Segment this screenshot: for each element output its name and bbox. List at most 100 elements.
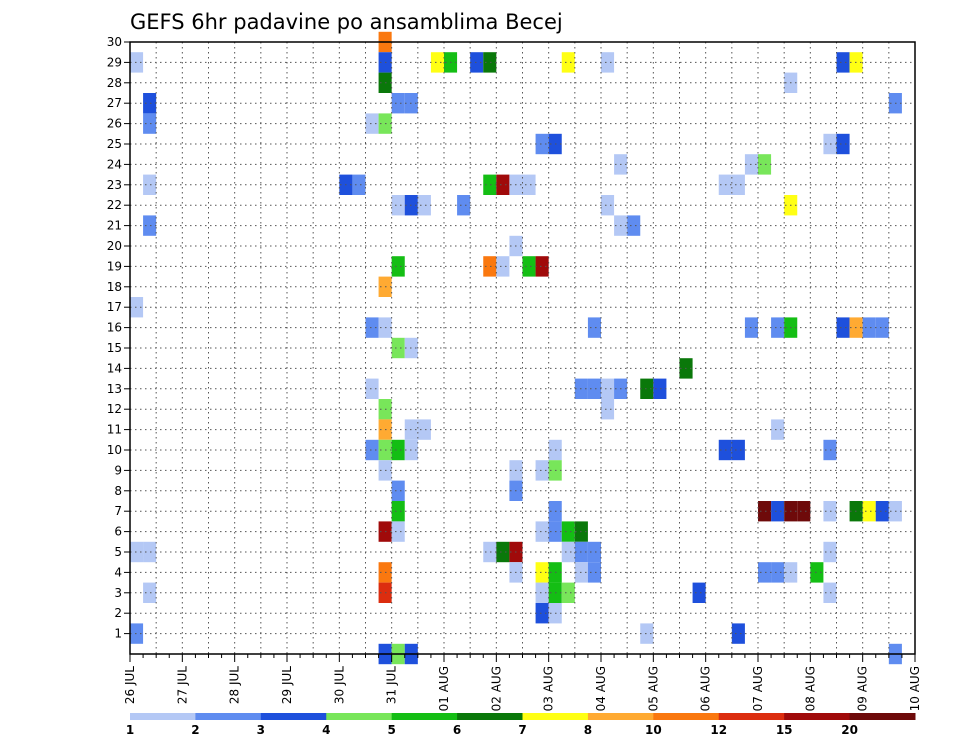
y-tick-label: 28	[107, 76, 122, 90]
colorbar-label: 10	[645, 723, 662, 737]
colorbar-label: 12	[710, 723, 727, 737]
y-tick-label: 2	[114, 606, 122, 620]
heatmap-cell	[483, 541, 497, 563]
y-tick-label: 30	[107, 35, 122, 49]
heatmap-cell	[771, 419, 785, 440]
colorbar-swatch	[849, 713, 916, 720]
colorbar-swatch	[130, 713, 196, 720]
y-tick-label: 3	[114, 586, 122, 600]
y-tick-label: 16	[107, 321, 122, 335]
heatmap-cell	[561, 582, 575, 603]
heatmap-cell	[130, 541, 144, 563]
y-tick-label: 19	[107, 259, 122, 273]
heatmap-cell	[535, 460, 549, 481]
x-tick-label: 06 AUG	[699, 666, 713, 711]
y-axis: 1234567891011121314151617181920212223242…	[107, 35, 130, 641]
heatmap-cell	[391, 93, 405, 114]
heatmap-cell	[875, 501, 889, 522]
colorbar-label: 1	[126, 723, 134, 737]
y-tick-label: 21	[107, 219, 122, 233]
heatmap-cell	[771, 562, 785, 583]
y-tick-label: 4	[114, 565, 122, 579]
chart-title: GEFS 6hr padavine po ansamblima Becej	[130, 10, 563, 34]
x-tick-label: 03 AUG	[542, 666, 556, 711]
colorbar-swatch	[718, 713, 785, 720]
heatmap-cell	[823, 439, 837, 461]
heatmap-cell	[143, 215, 157, 236]
y-tick-label: 7	[114, 504, 122, 518]
heatmap-cell	[417, 419, 431, 440]
heatmap-cell	[823, 133, 837, 155]
x-tick-label: 01 AUG	[437, 666, 451, 711]
y-tick-label: 5	[114, 545, 122, 559]
y-tick-label: 11	[107, 423, 122, 437]
x-tick-label: 31 JUL	[385, 666, 399, 704]
heatmap-cell	[470, 52, 484, 73]
heatmap-cell	[640, 378, 654, 399]
heatmap-cell	[535, 582, 549, 603]
y-tick-label: 25	[107, 137, 122, 151]
grid-lines	[130, 41, 915, 654]
heatmap-cell	[836, 317, 850, 338]
heatmap-cell	[496, 256, 510, 277]
heatmap-cell	[352, 174, 366, 195]
heatmap-cell	[836, 52, 850, 73]
heatmap-cell	[758, 501, 772, 522]
heatmap-cell	[391, 439, 405, 461]
x-tick-label: 08 AUG	[803, 666, 817, 711]
heatmap-cell	[561, 52, 575, 73]
x-tick-label: 09 AUG	[856, 666, 870, 711]
heatmap-cell	[417, 195, 431, 216]
heatmap-cell	[862, 501, 876, 522]
heatmap-cell	[561, 541, 575, 563]
heatmap-cell	[391, 337, 405, 359]
heatmap-cell	[143, 93, 157, 114]
heatmap-cell	[496, 174, 510, 195]
x-tick-label: 27 JUL	[175, 666, 189, 704]
heatmap-cells	[130, 31, 902, 665]
y-tick-label: 20	[107, 239, 122, 253]
y-tick-label: 9	[114, 463, 122, 477]
heatmap-cell	[535, 603, 549, 624]
heatmap-cell	[483, 52, 497, 73]
heatmap-cell	[797, 501, 811, 522]
x-tick-label: 29 JUL	[280, 666, 294, 704]
y-tick-label: 12	[107, 402, 122, 416]
colorbar-label: 8	[584, 723, 592, 737]
colorbar-label: 3	[257, 723, 265, 737]
y-tick-label: 22	[107, 198, 122, 212]
colorbar-swatch	[457, 713, 523, 720]
y-tick-label: 18	[107, 280, 122, 294]
heatmap-cell	[535, 521, 549, 542]
heatmap-cell	[391, 501, 405, 522]
heatmap-cell	[601, 399, 615, 420]
colorbar-swatch	[784, 713, 851, 720]
x-tick-label: 04 AUG	[594, 666, 608, 711]
heatmap-cell	[587, 541, 601, 563]
heatmap-cell	[365, 439, 379, 461]
heatmap-cell	[653, 378, 667, 399]
colorbar-label: 2	[191, 723, 199, 737]
y-tick-label: 15	[107, 341, 122, 355]
y-tick-label: 24	[107, 157, 122, 171]
y-tick-label: 23	[107, 178, 122, 192]
heatmap-cell	[836, 133, 850, 155]
y-tick-label: 26	[107, 117, 122, 131]
heatmap-cell	[143, 541, 157, 563]
heatmap-cell	[731, 174, 745, 195]
colorbar-label: 7	[518, 723, 526, 737]
heatmap-cell	[823, 501, 837, 522]
heatmap-cell	[535, 562, 549, 583]
colorbar-label: 4	[322, 723, 330, 737]
colorbar-swatch	[653, 713, 720, 720]
colorbar-swatch	[195, 713, 262, 720]
heatmap-cell	[522, 174, 536, 195]
heatmap-cell	[130, 52, 144, 73]
colorbar-label: 6	[453, 723, 461, 737]
heatmap-cell	[535, 133, 549, 155]
heatmap-cell	[496, 541, 510, 563]
colorbar: 1 2 3 4 5 6 7 8 10 12 15 20	[126, 713, 916, 737]
x-tick-label: 28 JUL	[228, 666, 242, 704]
heatmap-cell	[143, 113, 157, 134]
